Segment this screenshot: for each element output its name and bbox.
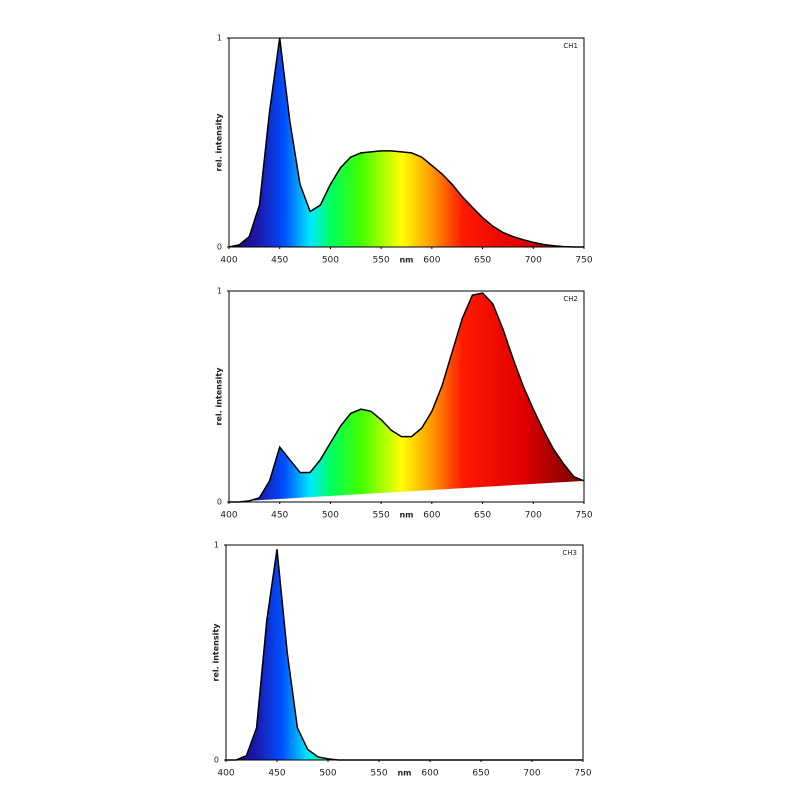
spectrum-area (226, 549, 583, 761)
panel-title: CH1 (563, 42, 578, 50)
spectrum-area (229, 292, 585, 503)
y-tick-label: 1 (217, 34, 222, 43)
x-tick-label: 400 (220, 256, 237, 266)
x-tick-label: 450 (268, 769, 285, 779)
y-tick-label: 0 (217, 243, 222, 252)
x-tick-label: 500 (319, 769, 336, 779)
x-tick-label: 750 (574, 769, 591, 779)
x-tick-label: 550 (370, 769, 387, 779)
x-tick-label: 750 (575, 511, 592, 521)
x-tick-label: 700 (525, 256, 542, 266)
x-tick-label: 450 (271, 256, 288, 266)
y-tick-label: 0 (214, 756, 219, 765)
x-axis-label: nm (397, 769, 411, 778)
x-tick-label: 400 (217, 769, 234, 779)
x-tick-label: 600 (423, 511, 440, 521)
x-tick-label: 600 (423, 256, 440, 266)
y-axis-label: rel. intensity (212, 623, 221, 682)
spectrum-area (228, 37, 584, 248)
x-tick-label: 500 (322, 511, 339, 521)
y-axis-label: rel. intensity (215, 113, 224, 172)
y-axis-label: rel. intensity (215, 367, 224, 426)
y-tick-label: 1 (214, 541, 219, 550)
x-tick-label: 400 (220, 511, 237, 521)
x-tick-label: 650 (472, 769, 489, 779)
x-tick-label: 550 (373, 256, 390, 266)
x-tick-label: 450 (271, 511, 288, 521)
panel-title: CH2 (563, 295, 578, 303)
plot-frame (228, 290, 585, 503)
y-tick-label: 1 (217, 287, 222, 296)
plot-frame (225, 544, 584, 761)
x-tick-label: 650 (474, 256, 491, 266)
x-tick-label: 500 (322, 256, 339, 266)
x-tick-label: 700 (523, 769, 540, 779)
x-tick-label: 700 (525, 511, 542, 521)
x-tick-label: 750 (575, 256, 592, 266)
x-tick-label: 600 (421, 769, 438, 779)
x-axis-label: nm (399, 256, 413, 265)
x-tick-label: 650 (474, 511, 491, 521)
x-tick-label: 550 (373, 511, 390, 521)
panel-title: CH3 (562, 549, 577, 557)
x-axis-label: nm (399, 511, 413, 520)
y-tick-label: 0 (217, 498, 222, 507)
plot-frame (228, 37, 585, 248)
